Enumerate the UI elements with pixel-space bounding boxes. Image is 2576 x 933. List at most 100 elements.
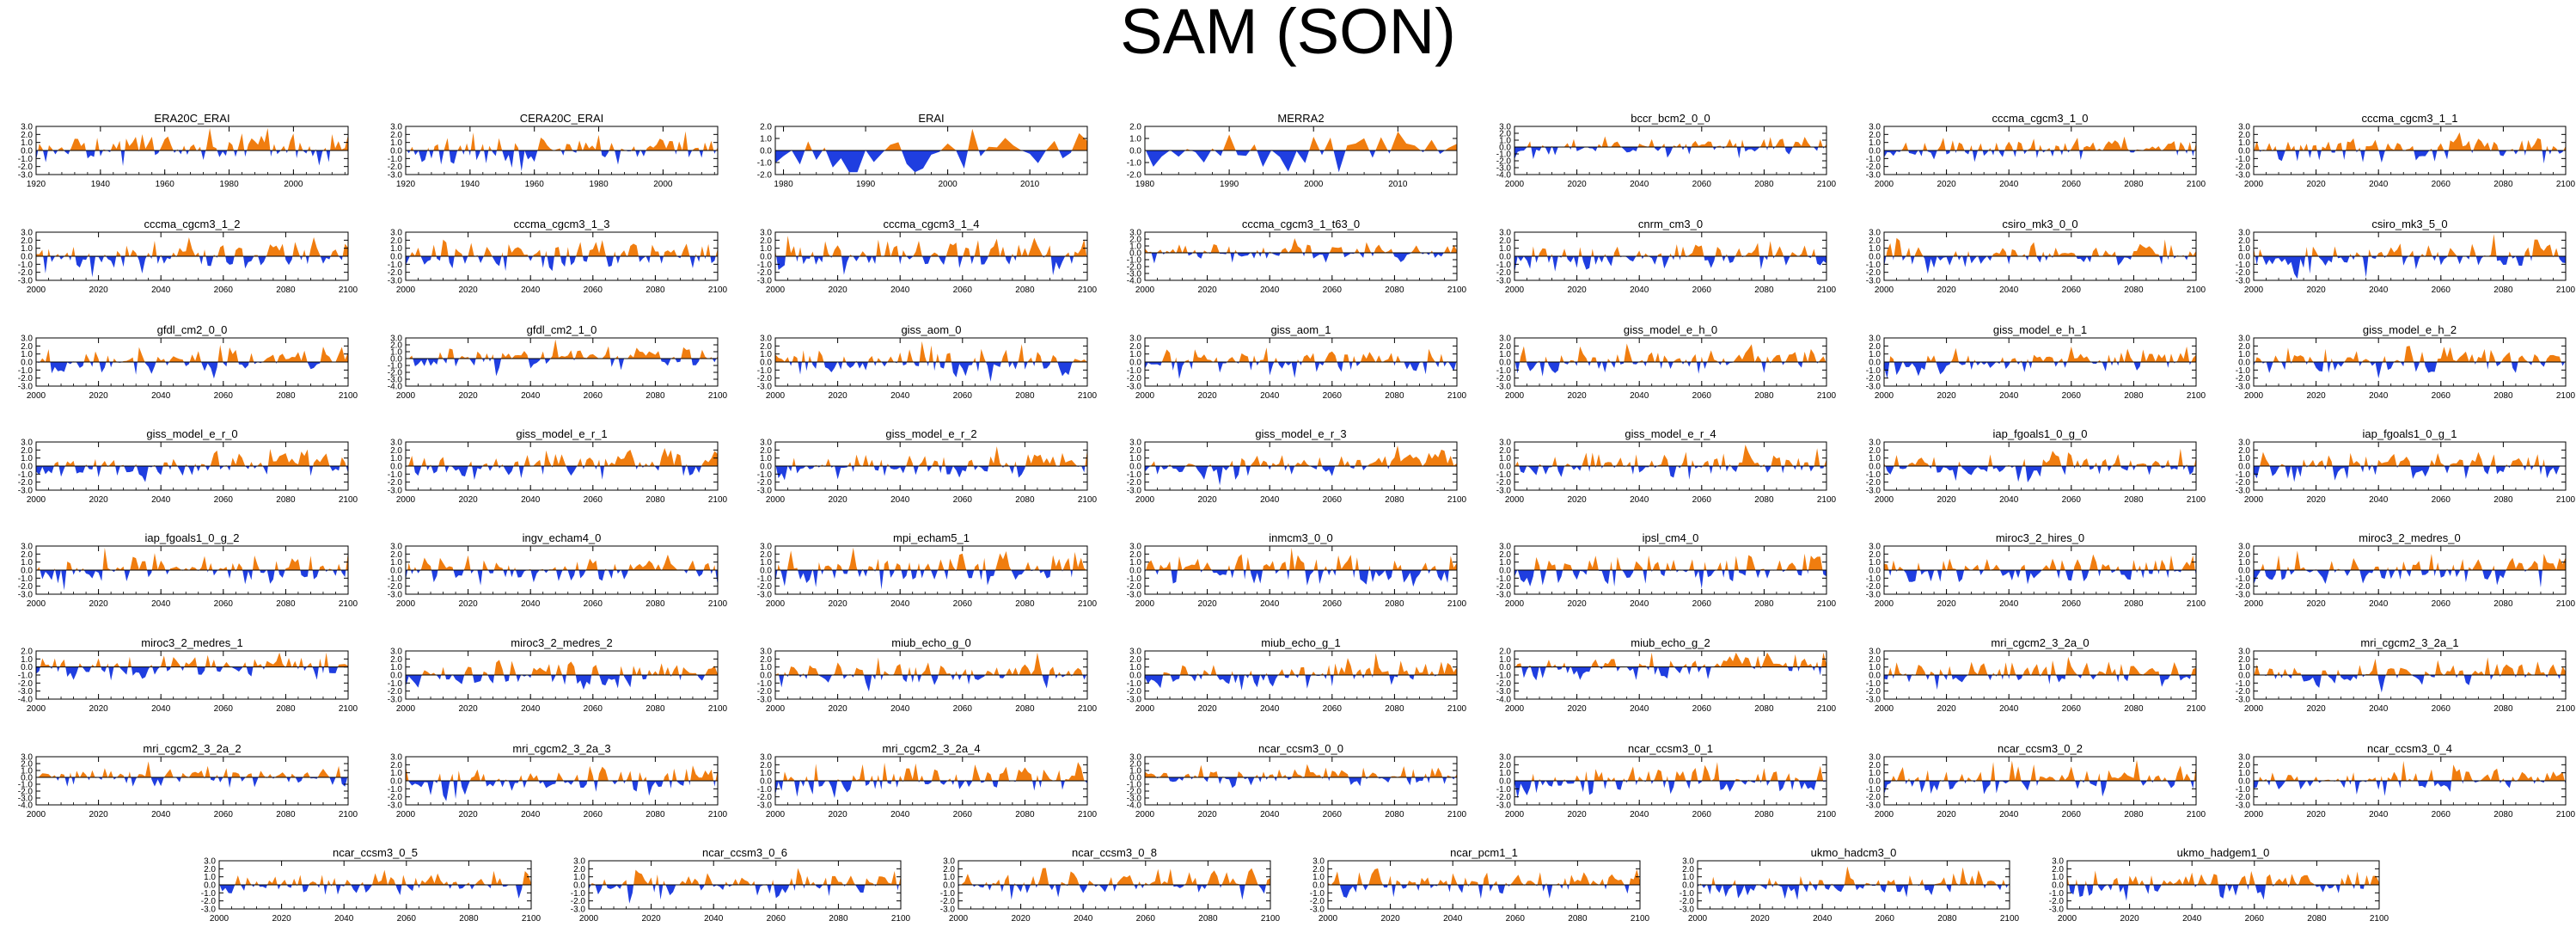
y-tick-label: -3.0 (2049, 905, 2065, 915)
x-tick-label: 2040 (1999, 285, 2019, 295)
positive-area (1145, 445, 1457, 466)
y-tick-label: -2.0 (388, 268, 403, 278)
y-tick-label: 3.0 (1869, 229, 1881, 238)
y-tick-label: -2.0 (388, 163, 403, 172)
y-tick-label: -2.0 (757, 687, 773, 697)
subplot-title: cccma_cgcm3_1_2 (144, 218, 241, 230)
x-tick-label: 2060 (2062, 704, 2082, 714)
y-tick-label: -1.0 (1127, 159, 1142, 169)
y-tick-label: 0.0 (1129, 249, 1141, 259)
subplot-title: ncar_ccsm3_0_4 (2367, 742, 2452, 755)
y-tick-label: 3.0 (760, 439, 772, 448)
x-tick-label: 2060 (584, 810, 603, 819)
y-tick-label: -3.0 (1866, 487, 1882, 496)
y-tick-label: 3.0 (1499, 753, 1511, 763)
x-tick-label: 2080 (646, 391, 665, 401)
y-tick-label: -3.0 (757, 696, 773, 705)
y-tick-label: -2.0 (1496, 478, 1512, 488)
y-tick-label: 3.0 (573, 857, 585, 867)
y-tick-label: 2.0 (390, 236, 402, 246)
y-tick-label: 3.0 (1869, 648, 1881, 657)
x-tick-label: 2080 (1385, 704, 1404, 714)
x-tick-label: 2000 (396, 599, 416, 609)
y-tick-label: -1.0 (1496, 150, 1512, 160)
negative-area (36, 362, 348, 379)
subplot-ncar_ccsm3_0_2: ncar_ccsm3_0_2 -3.0-2.0-1.00.01.02.03.0 20… (1866, 742, 2206, 819)
positive-area (1514, 343, 1826, 362)
x-tick-label: 2020 (1567, 599, 1587, 609)
x-tick-label: 2000 (27, 285, 46, 295)
x-tick-label: 2040 (1999, 180, 2019, 189)
figure-title: SAM (SON) (1120, 0, 1456, 67)
y-tick-label: 1.0 (1869, 454, 1881, 463)
y-tick-label: 3.0 (2238, 335, 2250, 344)
negative-area (589, 885, 901, 904)
y-tick-label: -2.0 (18, 478, 34, 488)
y-tick-label: 0.0 (2238, 253, 2250, 262)
x-tick-label: 2010 (1020, 180, 1040, 189)
y-tick-label: 2.0 (1869, 761, 1881, 770)
y-tick-label: 1.0 (2052, 873, 2064, 882)
subplot-giss_model_e_h_0: giss_model_e_h_0 -3.0-2.0-1.00.01.02.03.0… (1496, 323, 1837, 401)
y-tick-label: 1.0 (2238, 138, 2250, 148)
positive-area (1514, 652, 1826, 667)
y-tick-label: 1.0 (1129, 135, 1141, 144)
x-tick-label: 2080 (2124, 704, 2144, 714)
x-tick-label: 2100 (1447, 285, 1467, 295)
x-tick-label: 2080 (276, 495, 296, 505)
x-tick-label: 2060 (2432, 391, 2451, 401)
x-tick-label: 2040 (1999, 495, 2019, 505)
x-tick-label: 2080 (829, 914, 848, 924)
subplot-title: ncar_pcm1_1 (1450, 846, 1518, 859)
y-tick-label: -1.0 (388, 261, 403, 270)
x-tick-label: 2040 (151, 599, 171, 609)
x-tick-label: 2020 (1567, 495, 1587, 505)
negative-area (1145, 675, 1457, 691)
x-tick-label: 2040 (890, 495, 910, 505)
y-tick-label: -3.0 (18, 591, 34, 600)
x-tick-label: 2080 (2124, 599, 2144, 609)
x-tick-label: 2080 (2307, 914, 2327, 924)
y-tick-label: -3.0 (18, 171, 34, 181)
y-tick-label: -1.0 (1310, 889, 1325, 899)
x-tick-label: 2020 (1197, 285, 1217, 295)
subplot-title: iap_fgoals1_0_g_2 (145, 531, 240, 544)
negative-area (775, 675, 1087, 692)
y-tick-label: 3.0 (760, 335, 772, 344)
y-tick-label: 1.0 (1312, 873, 1325, 882)
y-tick-label: -1.0 (18, 470, 34, 480)
positive-area (406, 131, 718, 150)
x-tick-label: 2060 (1875, 914, 1895, 924)
y-tick-label: 1.0 (943, 873, 955, 882)
positive-area (775, 128, 1087, 150)
x-tick-label: 2100 (2000, 914, 2020, 924)
x-tick-label: 2060 (953, 704, 973, 714)
subplot-title: giss_aom_1 (1270, 323, 1331, 336)
y-tick-label: -1.0 (201, 889, 217, 899)
x-tick-label: 2000 (1505, 704, 1525, 714)
y-tick-label: -2.0 (18, 582, 34, 592)
y-tick-label: 0.0 (1682, 881, 1694, 891)
x-tick-label: 2100 (1817, 285, 1837, 295)
x-tick-label: 2000 (2244, 704, 2264, 714)
positive-area (1145, 653, 1457, 675)
y-tick-label: 1.0 (390, 558, 402, 568)
y-tick-label: 0.0 (1129, 774, 1141, 783)
x-tick-label: 2040 (1630, 495, 1649, 505)
subplot-title: mpi_echam5_1 (893, 531, 970, 544)
subplot-title: cccma_cgcm3_1_4 (884, 218, 980, 230)
y-tick-label: 2.0 (390, 131, 402, 140)
x-tick-label: 2060 (2245, 914, 2265, 924)
x-tick-label: 2040 (1630, 180, 1649, 189)
x-tick-label: 2040 (704, 914, 724, 924)
y-tick-label: -3.0 (1496, 687, 1512, 697)
y-tick-label: -3.0 (2236, 383, 2251, 392)
subplot-miroc3_2_hires_0: miroc3_2_hires_0 -3.0-2.0-1.00.01.02.03.0… (1866, 531, 2206, 609)
x-tick-label: 2100 (1078, 495, 1098, 505)
x-tick-label: 2100 (2556, 704, 2576, 714)
y-tick-label: -2.0 (388, 687, 403, 697)
x-tick-label: 2060 (953, 599, 973, 609)
x-tick-label: 2060 (1692, 810, 1712, 819)
x-tick-label: 2040 (1260, 285, 1280, 295)
y-tick-label: 2.0 (760, 446, 772, 456)
